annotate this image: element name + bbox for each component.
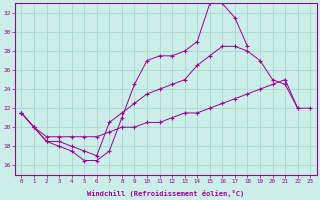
X-axis label: Windchill (Refroidissement éolien,°C): Windchill (Refroidissement éolien,°C) [87,190,244,197]
